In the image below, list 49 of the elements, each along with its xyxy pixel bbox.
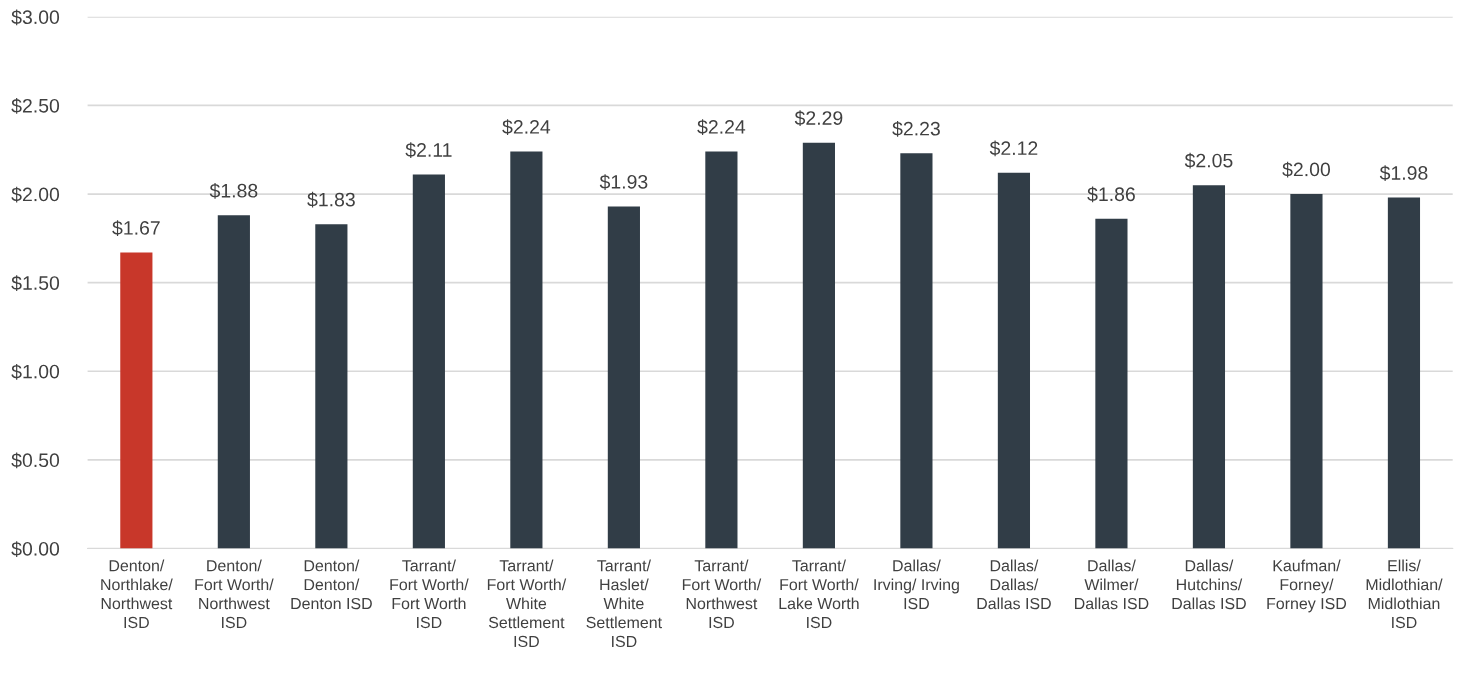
data-label: $1.98 bbox=[1379, 165, 1428, 182]
data-label: $1.86 bbox=[1087, 186, 1135, 203]
x-tick-label: Dallas/ Irving/ Irving ISD bbox=[874, 559, 959, 610]
data-label: $1.67 bbox=[112, 220, 160, 236]
y-tick-label: $2.50 bbox=[11, 98, 60, 114]
y-tick-label: $1.00 bbox=[11, 363, 60, 380]
y-tick-label: $0.50 bbox=[11, 452, 60, 469]
x-tick-label: Tarrant/ Haslet/ White Settlement ISD bbox=[586, 559, 662, 648]
bar bbox=[1290, 194, 1323, 549]
x-tick-label: Kaufman/ Forney/ Forney ISD bbox=[1267, 559, 1347, 613]
x-tick-label: Denton/ Fort Worth/ Northwest ISD bbox=[195, 559, 274, 629]
bar bbox=[412, 174, 445, 549]
bar bbox=[1192, 185, 1226, 549]
bar bbox=[705, 151, 738, 549]
x-tick-label: Dallas/ Dallas/ Dallas ISD bbox=[977, 559, 1051, 610]
data-label: $2.29 bbox=[794, 110, 843, 127]
bar bbox=[120, 252, 153, 549]
bar bbox=[997, 172, 1031, 549]
x-tick-label: Tarrant/ Fort Worth/ Fort Worth ISD bbox=[390, 559, 469, 629]
data-label: $1.88 bbox=[209, 183, 258, 199]
data-label: $1.83 bbox=[307, 191, 355, 208]
bar bbox=[217, 215, 250, 549]
x-tick-label: Dallas/ Hutchins/ Dallas ISD bbox=[1172, 559, 1246, 610]
bar bbox=[1387, 197, 1421, 549]
bar bbox=[1095, 218, 1128, 549]
bar bbox=[510, 151, 543, 549]
x-tick-label: Ellis/ Midlothian/ Midlothian ISD bbox=[1366, 559, 1443, 629]
y-tick-label: $1.50 bbox=[11, 275, 60, 292]
x-tick-label: Tarrant/ Fort Worth/ Northwest ISD bbox=[682, 559, 762, 629]
data-label: $1.93 bbox=[599, 174, 648, 190]
y-tick-label: $2.00 bbox=[11, 186, 60, 203]
data-label: $2.00 bbox=[1282, 161, 1331, 178]
data-label: $2.23 bbox=[892, 120, 940, 137]
x-tick-label: Tarrant/ Fort Worth/ Lake Worth ISD bbox=[779, 559, 859, 629]
bar bbox=[315, 224, 348, 549]
y-tick-label: $0.00 bbox=[11, 541, 60, 557]
data-label: $2.12 bbox=[989, 140, 1038, 157]
bar bbox=[802, 142, 835, 549]
x-tick-label: Dallas/ Wilmer/ Dallas ISD bbox=[1075, 559, 1149, 610]
bar bbox=[607, 206, 640, 549]
x-tick-label: Denton/ Denton/ Denton ISD bbox=[291, 559, 372, 610]
data-label: $2.11 bbox=[405, 142, 452, 158]
data-label: $2.24 bbox=[502, 119, 551, 135]
data-label: $2.24 bbox=[697, 119, 746, 135]
bar bbox=[900, 153, 933, 549]
x-tick-label: Denton/ Northlake/ Northwest ISD bbox=[101, 559, 173, 629]
data-label: $2.05 bbox=[1184, 152, 1233, 169]
x-tick-label: Tarrant/ Fort Worth/ White Settlement ISD bbox=[487, 559, 567, 648]
y-tick-label: $3.00 bbox=[11, 9, 60, 26]
